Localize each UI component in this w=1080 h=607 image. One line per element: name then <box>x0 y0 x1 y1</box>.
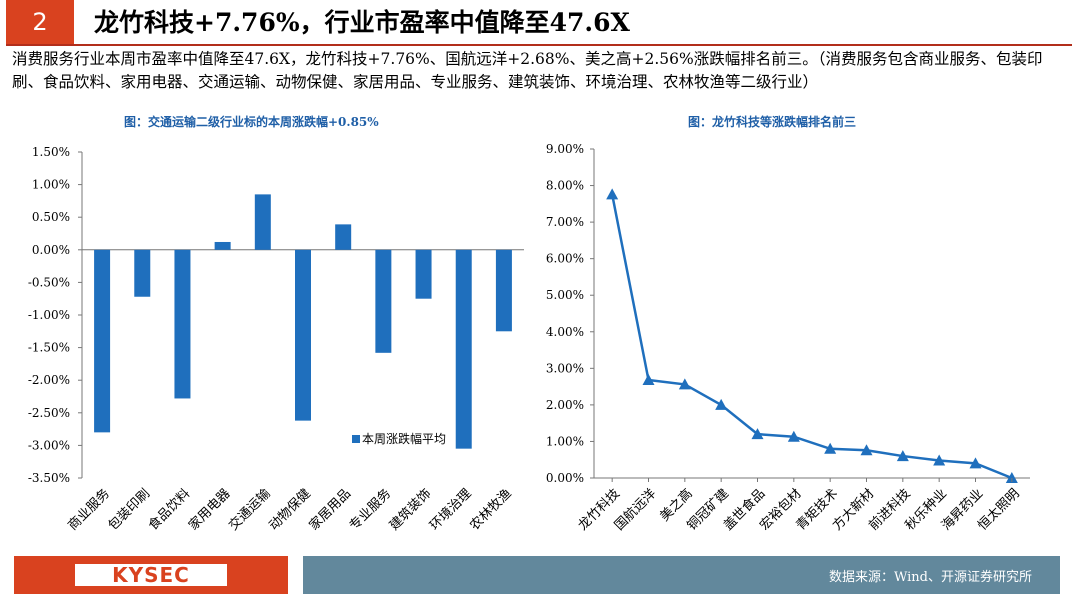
left-y-tick-label: -2.50% <box>28 406 70 420</box>
right-y-tick-label: 6.00% <box>546 252 584 266</box>
left-y-tick-label: 1.00% <box>32 178 70 192</box>
left-x-tick-label: 家用电器 <box>185 486 233 534</box>
left-y-tick-label: -1.50% <box>28 341 70 355</box>
data-point <box>896 450 909 462</box>
right-y-tick-label: 9.00% <box>546 142 584 156</box>
right-y-tick-label: 4.00% <box>546 325 584 339</box>
right-y-tick-label: 2.00% <box>546 398 584 412</box>
section-number-badge: 2 <box>6 0 74 44</box>
data-point <box>678 378 691 390</box>
bar <box>335 224 352 250</box>
left-y-tick-label: 1.50% <box>32 145 70 159</box>
summary-text: 消费服务行业本周市盈率中值降至47.6X，龙竹科技+7.76%、国航远洋+2.6… <box>12 50 1043 91</box>
right-y-tick-label: 7.00% <box>546 215 584 229</box>
bar <box>134 249 151 297</box>
data-point <box>606 188 619 200</box>
left-x-tick-label: 农林牧渔 <box>467 486 514 533</box>
bar <box>455 249 472 449</box>
left-chart-title: 图：交通运输二级行业标的本周涨跌幅+0.85% <box>124 115 379 129</box>
right-y-tick-label: 3.00% <box>546 361 584 375</box>
series-line <box>610 194 1013 480</box>
left-y-tick-label: 0.00% <box>32 243 70 257</box>
data-point <box>1005 472 1018 483</box>
bar <box>495 249 512 332</box>
legend-swatch <box>352 435 360 443</box>
data-point <box>969 457 982 469</box>
bar <box>254 194 271 250</box>
left-x-tick-label: 商业服务 <box>65 486 113 534</box>
left-x-tick-label: 环境治理 <box>427 486 474 533</box>
data-point <box>715 398 728 410</box>
left-x-tick-label: 家居用品 <box>306 486 354 534</box>
data-point <box>787 430 800 442</box>
footer-source-bar: 数据来源：Wind、开源证券研究所 <box>303 556 1060 594</box>
bar <box>415 249 432 299</box>
bar <box>174 249 191 399</box>
data-point <box>824 442 837 454</box>
right-chart-title: 图：龙竹科技等涨跌幅排名前三 <box>688 115 857 129</box>
bar <box>94 249 111 433</box>
left-y-tick-label: -2.00% <box>28 373 70 387</box>
page-title: 龙竹科技+7.76%，行业市盈率中值降至47.6X <box>94 8 630 37</box>
kysec-logo: KYSEC <box>75 563 227 587</box>
left-y-tick-label: -1.00% <box>28 308 70 322</box>
left-x-tick-label: 动物保健 <box>266 486 313 533</box>
left-x-tick-label: 包装印刷 <box>106 486 153 533</box>
footer-logo-bar: KYSEC <box>14 556 288 594</box>
bar <box>375 249 392 353</box>
right-y-tick-label: 8.00% <box>546 179 584 193</box>
data-point <box>751 428 764 440</box>
left-x-tick-label: 食品饮料 <box>145 486 193 534</box>
right-y-tick-label: 1.00% <box>546 434 584 448</box>
bar <box>295 249 311 421</box>
left-x-tick-label: 交通运输 <box>226 486 274 534</box>
left-y-tick-label: -3.50% <box>28 471 70 485</box>
left-x-tick-label: 建筑装饰 <box>386 486 434 534</box>
left-y-tick-label: -0.50% <box>28 275 70 289</box>
legend-label: 本周涨跌幅平均 <box>362 431 446 446</box>
left-x-tick-label: 专业服务 <box>346 486 394 534</box>
data-point <box>642 374 655 386</box>
data-point <box>933 454 946 466</box>
right-y-tick-label: 0.00% <box>546 471 584 485</box>
title-divider <box>6 44 1072 46</box>
left-y-tick-label: -3.00% <box>28 438 70 452</box>
data-source: 数据来源：Wind、开源证券研究所 <box>829 570 1032 585</box>
right-y-tick-label: 5.00% <box>546 288 584 302</box>
bar <box>214 241 231 250</box>
data-point <box>860 444 873 456</box>
left-y-tick-label: 0.50% <box>32 210 70 224</box>
